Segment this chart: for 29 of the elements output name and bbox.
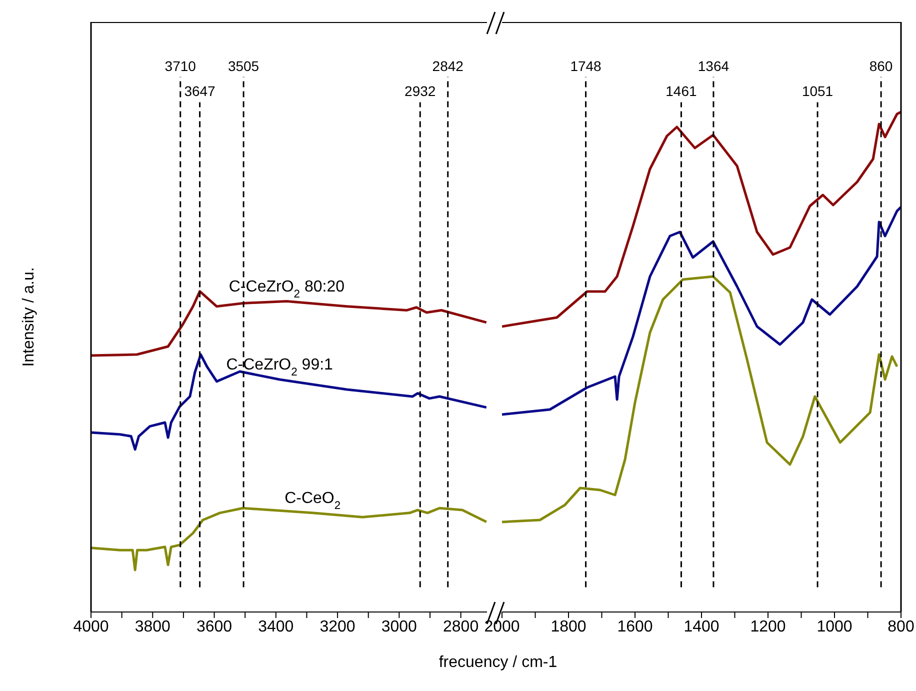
ref-line-label: 2932 [404,83,436,100]
series-label: C-CeO$_{2}$ [284,490,341,512]
ref-line-label: 1051 [802,83,834,100]
x-tick-label: 1400 [684,618,720,636]
x-axis-title: frecuency / cm-1 [438,654,558,671]
ref-line-label: 3710 [164,58,196,74]
x-tick-label: 3000 [381,618,418,636]
ref-line-label: 3647 [184,83,216,100]
series-label: C-CeZrO$_{2}$ 99:1 [226,356,334,379]
x-tick-label: 3400 [258,618,294,636]
x-tick-label: 1800 [550,618,586,636]
x-tick-label: 2800 [443,618,479,636]
ref-line-label: 2842 [432,58,464,74]
x-tick-label: 3600 [196,618,232,636]
series-label: C-CeZrO$_{2}$ 80:20 [228,278,345,300]
x-tick-label: 1000 [816,618,852,636]
y-axis-title: Intensity / a.u. [20,267,38,367]
x-tick-label: 3200 [320,618,356,636]
x-tick-label: 1200 [750,618,786,636]
ref-line-label: 1461 [666,83,697,100]
x-tick-label: 1600 [617,618,653,636]
x-tick-label: 2000 [484,618,520,636]
ref-line-label: 3505 [228,58,260,74]
x-tick-label: 4000 [73,618,109,636]
ref-line-label: 1748 [570,58,602,74]
x-tick-label: 800 [888,618,914,636]
ref-line-label: 1364 [698,58,730,74]
ref-line-label: 860 [869,58,893,74]
x-tick-label: 3800 [134,618,171,636]
